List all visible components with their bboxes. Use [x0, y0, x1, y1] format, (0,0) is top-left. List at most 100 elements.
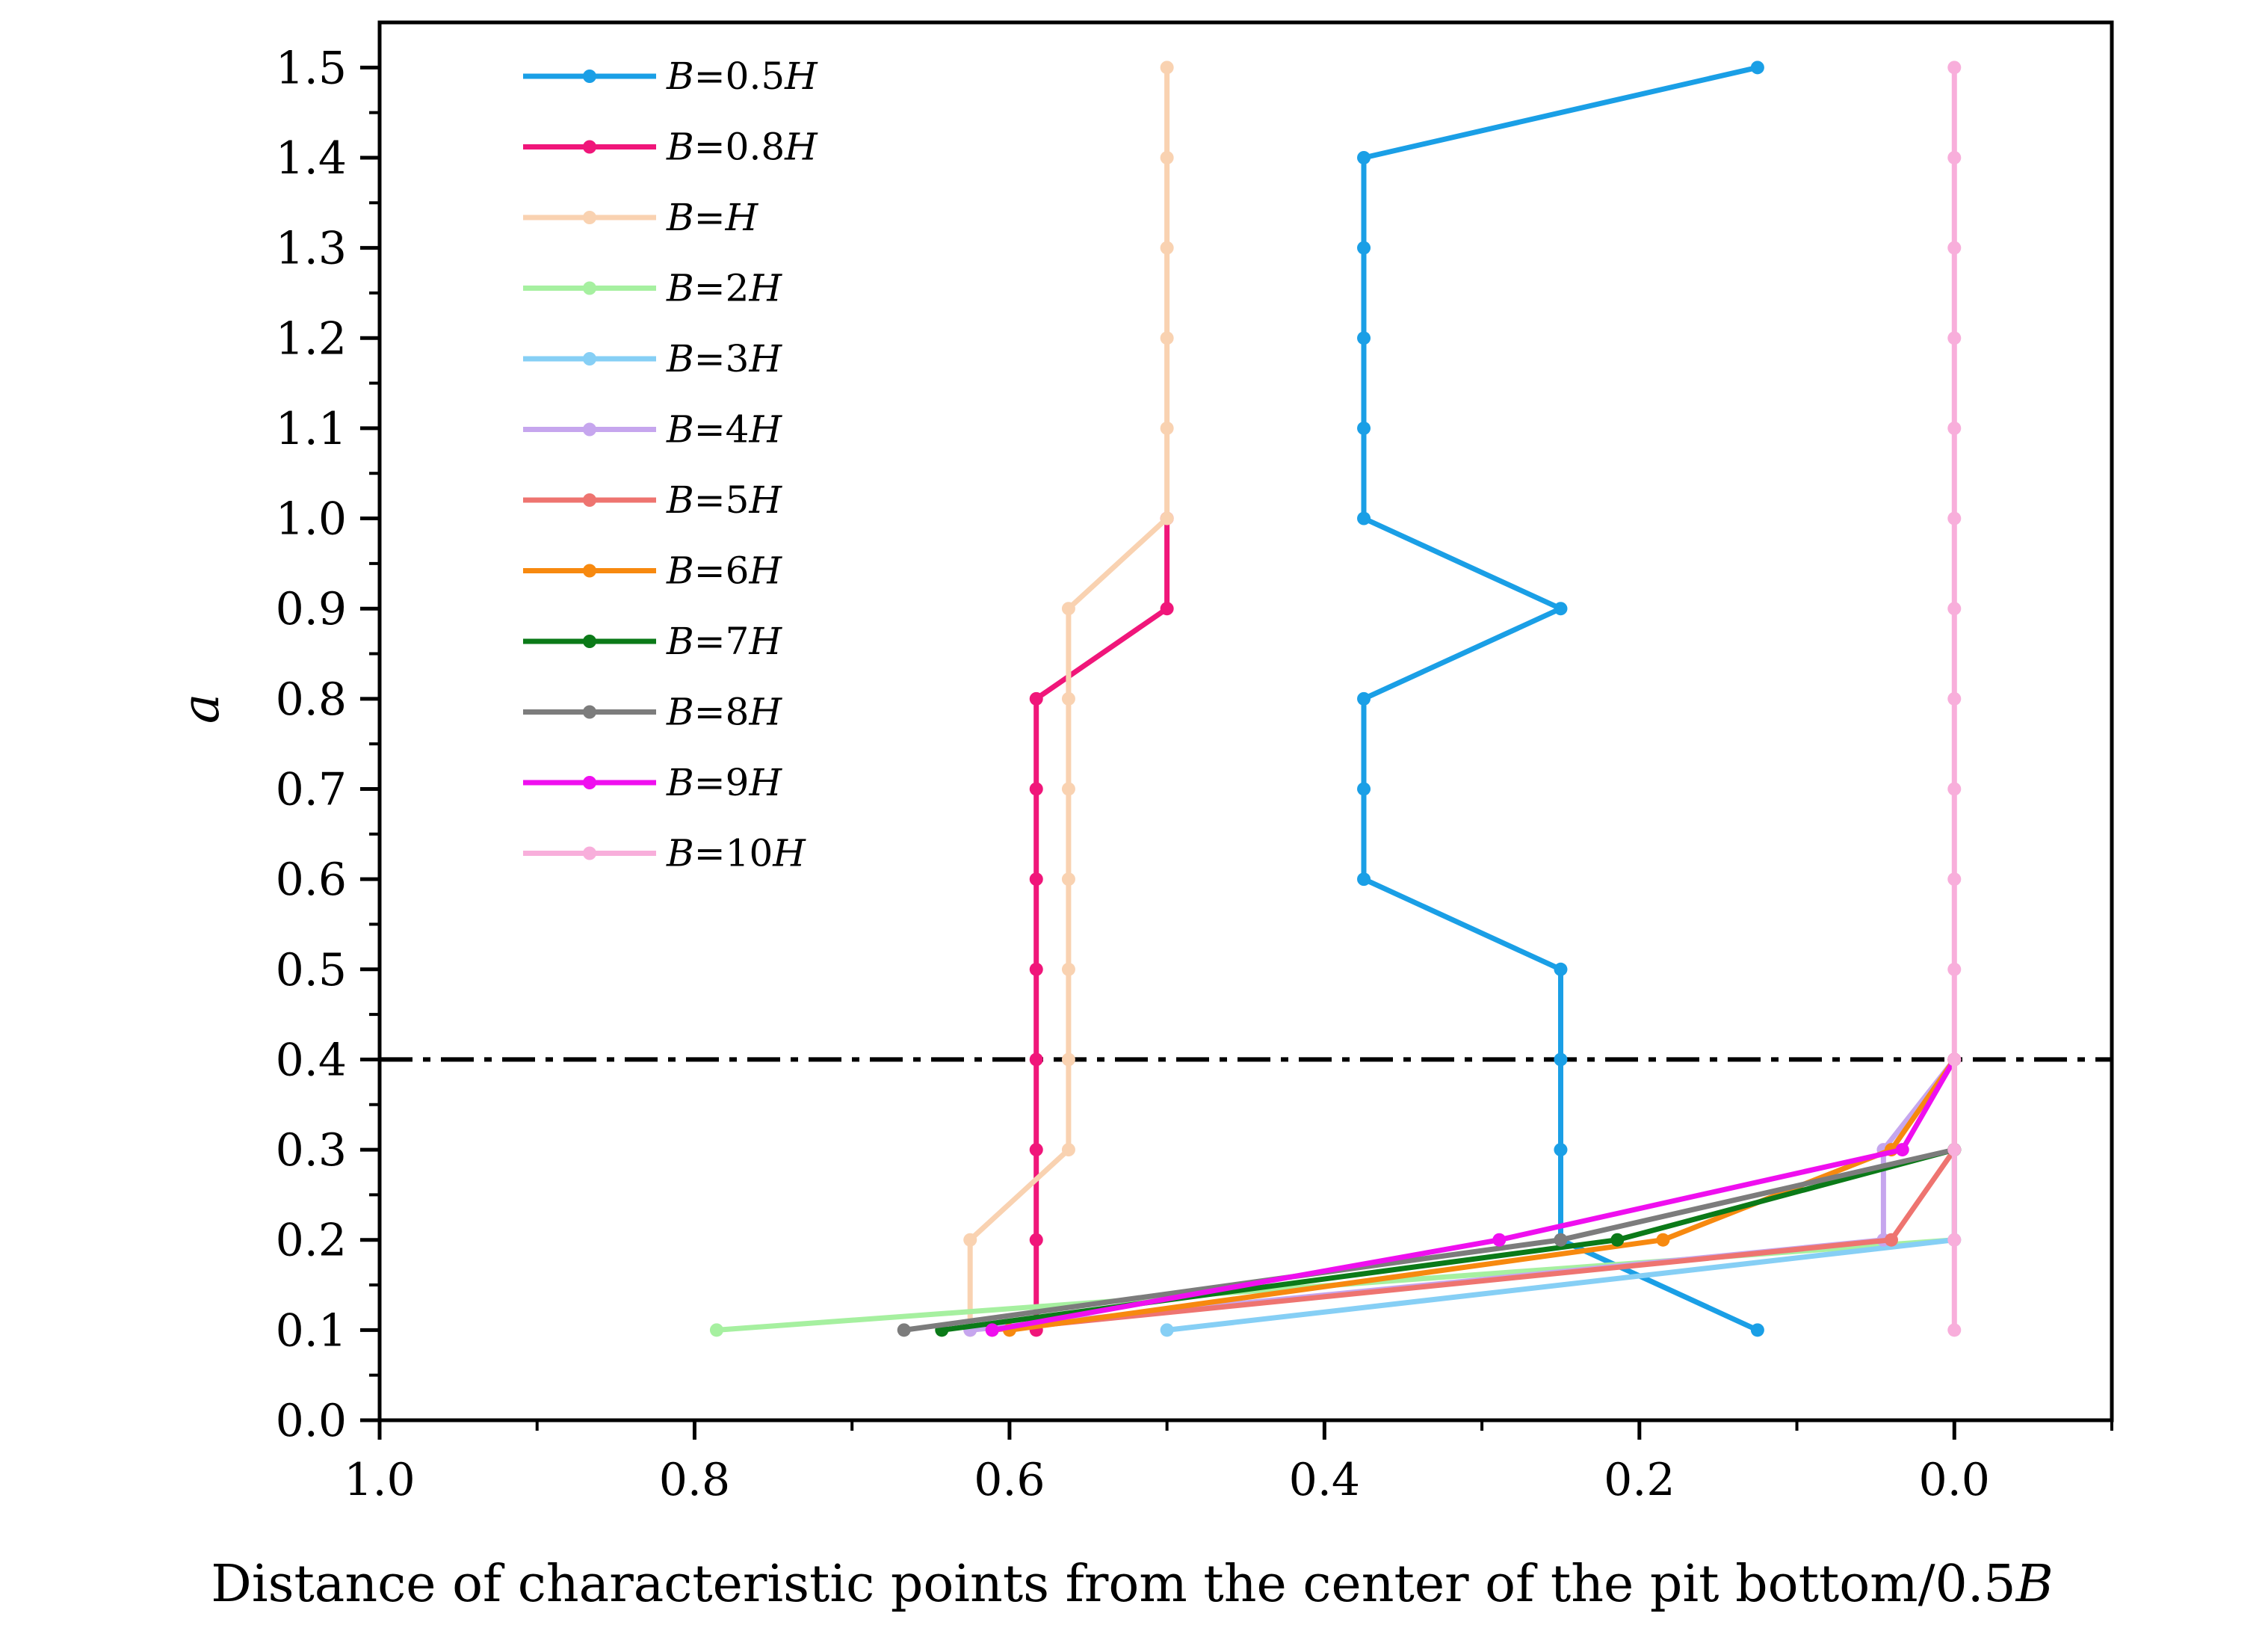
legend-label: B=6H [666, 549, 782, 593]
legend-label-unit: H [784, 126, 818, 169]
data-point [1554, 1052, 1568, 1067]
legend-item: B=9H [523, 761, 782, 804]
data-point [1750, 61, 1764, 75]
legend-swatch-marker [583, 776, 596, 789]
y-tick-label: 0.2 [276, 1215, 347, 1267]
data-point [1947, 511, 1962, 525]
y-axis-title: a [172, 694, 231, 724]
data-point [1895, 1143, 1909, 1157]
data-point [1029, 782, 1043, 796]
legend-item: B=0.8H [523, 126, 818, 169]
data-point [985, 1323, 999, 1337]
legend-item: B=5H [523, 478, 782, 522]
legend-label: B=0.8H [666, 126, 818, 169]
legend-item: B=8H [523, 691, 782, 734]
legend-swatch-marker [583, 352, 596, 366]
legend-label-var: B [666, 267, 694, 310]
legend-label-value: =3 [694, 337, 750, 380]
y-tick-label: 0.1 [276, 1304, 347, 1357]
data-point [1554, 1143, 1568, 1157]
series-line [989, 1056, 1957, 1333]
data-point [1160, 511, 1174, 525]
data-point [1357, 241, 1371, 255]
legend-label: B=3H [666, 337, 782, 380]
x-tick-label: 0.2 [1604, 1454, 1675, 1506]
data-point [1947, 782, 1962, 796]
data-point [1160, 331, 1174, 345]
data-point [1357, 872, 1371, 887]
legend-label-var: B [666, 478, 694, 522]
data-point [1061, 962, 1075, 976]
series-B=2H [709, 1143, 1962, 1337]
legend-label-var: B [666, 55, 694, 98]
legend-swatch-marker [583, 846, 596, 860]
data-point [1160, 61, 1174, 75]
series-line [714, 1147, 1957, 1333]
series-layer [709, 61, 1962, 1337]
data-point [709, 1323, 723, 1337]
data-point [897, 1323, 911, 1337]
data-point [1656, 1233, 1670, 1247]
data-point [1884, 1233, 1898, 1247]
data-point [1357, 331, 1371, 345]
legend-swatch-marker [583, 493, 596, 507]
y-tick-label: 1.4 [276, 132, 347, 185]
data-point [1947, 1233, 1962, 1247]
legend-label-var: B [666, 620, 694, 663]
legend-item: B=2H [523, 267, 782, 310]
data-point [1947, 691, 1962, 706]
y-tick-label: 1.5 [276, 42, 347, 94]
data-point [1947, 1143, 1962, 1157]
legend-item: B=10H [523, 832, 806, 875]
data-point [1061, 872, 1075, 887]
legend-label-value: = [694, 196, 726, 239]
legend-label-var: B [666, 196, 694, 239]
data-point [1947, 602, 1962, 616]
data-point [1947, 1052, 1962, 1067]
legend-label-value: =0.8 [694, 126, 785, 169]
legend-label-unit: H [748, 549, 782, 593]
legend-label-value: =7 [694, 620, 750, 663]
y-tick-label: 0.5 [276, 944, 347, 996]
legend-label-value: =8 [694, 691, 750, 734]
series-B=0.8H [1029, 511, 1174, 1337]
plot-frame [377, 20, 2114, 1422]
data-point [1061, 1052, 1075, 1067]
legend-label: B=8H [666, 691, 782, 734]
legend-swatch-marker [583, 422, 596, 437]
y-tick-label: 1.1 [276, 403, 347, 455]
data-point [1160, 241, 1174, 255]
legend-label: B=7H [666, 620, 782, 663]
data-point [1947, 1323, 1962, 1337]
legend-label-unit: H [748, 267, 782, 310]
legend-label: B=2H [666, 267, 782, 310]
legend-label: B=H [666, 196, 759, 239]
data-point [1750, 1323, 1764, 1337]
data-point [1357, 691, 1371, 706]
data-point [1029, 1052, 1043, 1067]
legend-label-unit: H [748, 478, 782, 522]
legend-label-unit: H [772, 832, 806, 875]
legend-swatch-marker [583, 281, 596, 295]
legend-label-value: =6 [694, 549, 750, 593]
x-axis-title-variable: B [2015, 1555, 2054, 1614]
legend-label: B=0.5H [666, 55, 818, 98]
data-point [1492, 1233, 1507, 1247]
data-point [1947, 962, 1962, 976]
data-point [1357, 150, 1371, 164]
data-point [1029, 691, 1043, 706]
data-point [1061, 1143, 1075, 1157]
legend-swatch-marker [583, 211, 596, 224]
x-tick-label: 0.0 [1919, 1454, 1990, 1506]
series-line [1033, 516, 1170, 1333]
legend-label-unit: H [784, 55, 818, 98]
y-tick-label: 1.0 [276, 493, 347, 546]
data-point [1061, 602, 1075, 616]
data-point [1554, 1233, 1568, 1247]
data-point [1160, 150, 1174, 164]
data-point [1029, 1233, 1043, 1247]
data-point [963, 1233, 977, 1247]
y-tick-label: 1.3 [276, 223, 347, 275]
series-line [989, 1056, 1957, 1333]
y-tick-label: 0.8 [276, 673, 347, 726]
